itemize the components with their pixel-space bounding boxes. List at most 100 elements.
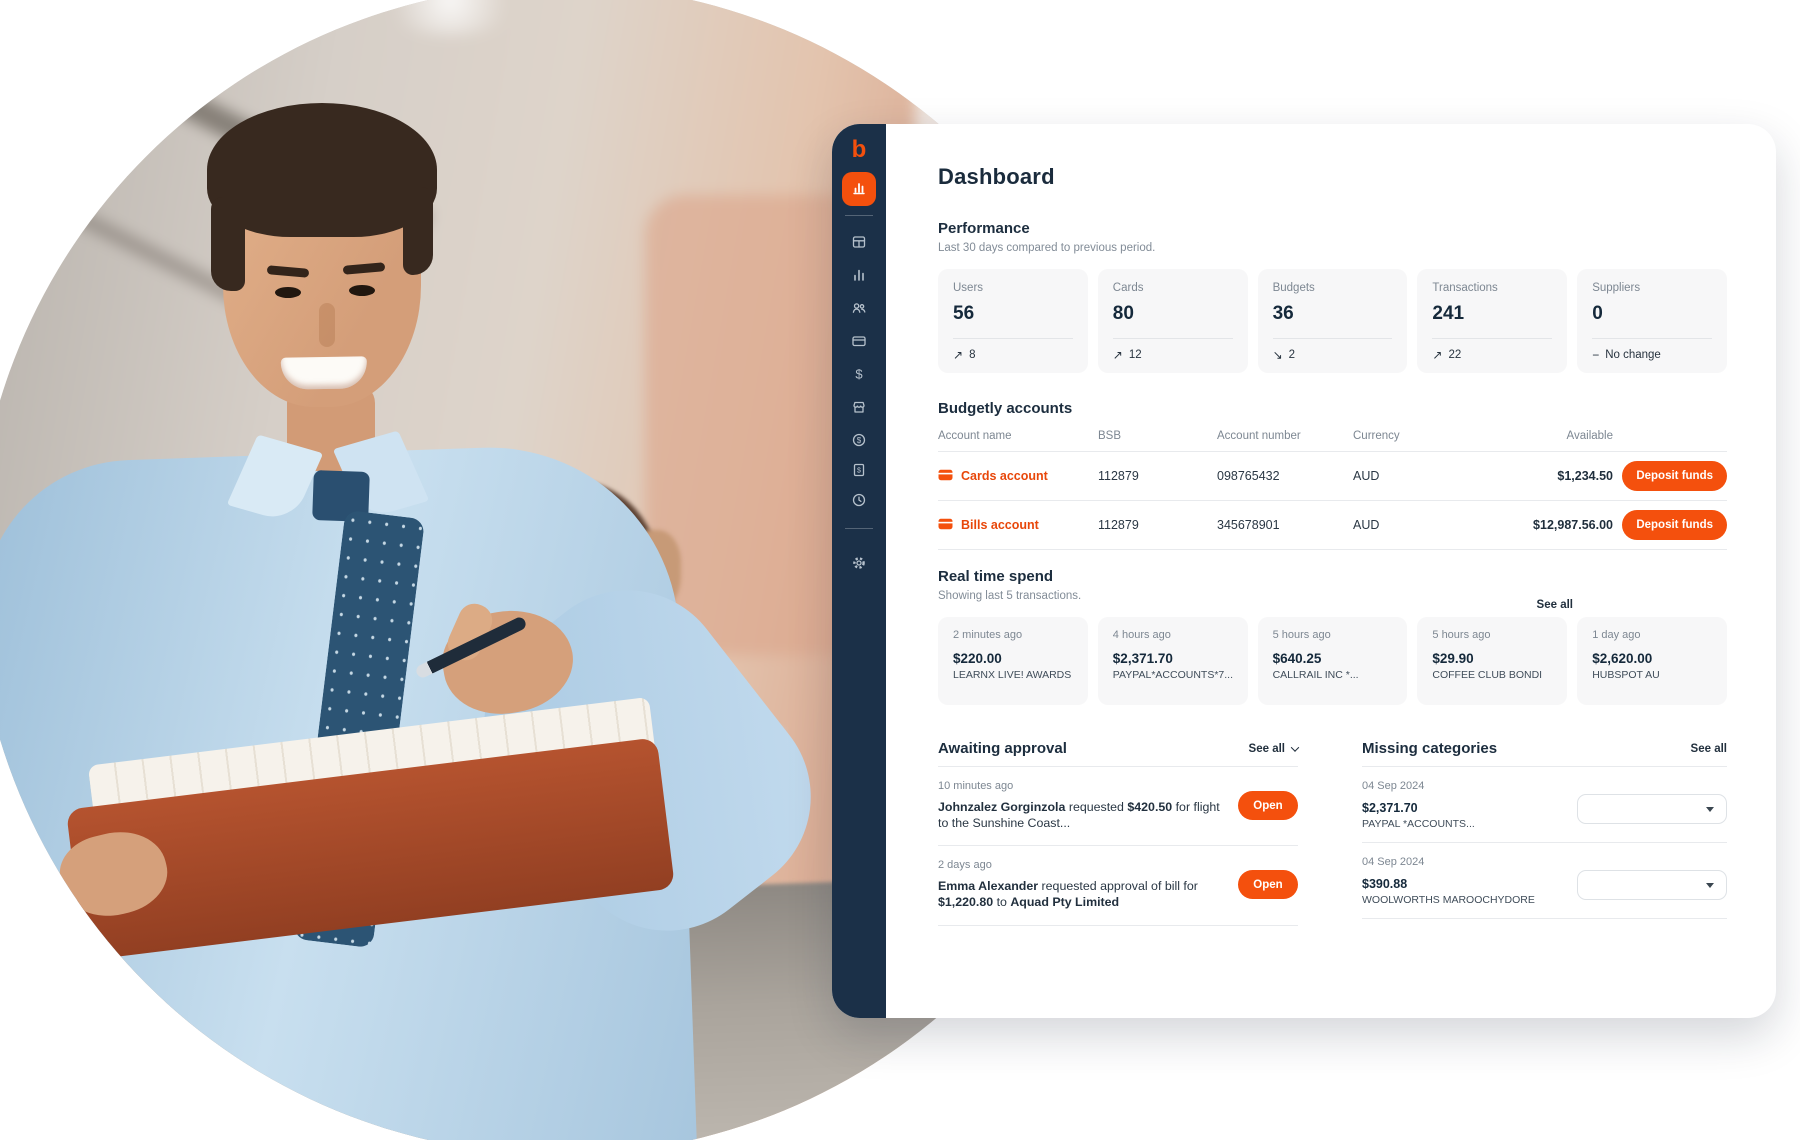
transaction-amount: $220.00 bbox=[953, 651, 1002, 666]
transaction-time: 1 day ago bbox=[1592, 629, 1641, 641]
trend-up-icon: ↗ bbox=[953, 348, 964, 362]
svg-text:$: $ bbox=[857, 436, 862, 445]
transaction-merchant: LEARNX LIVE! AWARDS bbox=[953, 669, 1072, 681]
categories-see-all-link[interactable]: See all bbox=[1690, 742, 1727, 755]
missing-categories-column: Missing categories See all 04 Sep 2024 $… bbox=[1362, 740, 1727, 926]
dollar-icon: $ bbox=[851, 366, 867, 382]
transaction-time: 4 hours ago bbox=[1112, 629, 1171, 641]
stat-value: 80 bbox=[1112, 303, 1134, 324]
transaction-merchant: COFFEE CLUB BONDI bbox=[1432, 669, 1543, 681]
stat-label: Budgets bbox=[1272, 282, 1315, 294]
bill-document-icon: $ bbox=[851, 462, 867, 478]
stat-label: Cards bbox=[1112, 282, 1144, 294]
photo-eye bbox=[349, 285, 375, 296]
sidebar-item-history[interactable] bbox=[851, 492, 867, 508]
spend-see-all-link[interactable]: See all bbox=[1536, 599, 1573, 611]
sidebar-item-team[interactable] bbox=[851, 300, 867, 316]
open-approval-button[interactable]: Open bbox=[1238, 791, 1298, 820]
approval-item: 2 days ago Emma Alexander requested appr… bbox=[938, 846, 1298, 926]
transaction-time: 2 minutes ago bbox=[953, 629, 1023, 641]
category-item: 04 Sep 2024 $2,371.70 PAYPAL *ACCOUNTS..… bbox=[1362, 767, 1727, 843]
divider bbox=[1592, 338, 1712, 339]
trend-up-icon: ↗ bbox=[1112, 348, 1123, 362]
trend-down-icon: ↘ bbox=[1272, 348, 1283, 362]
account-available: $1,234.50 bbox=[1557, 469, 1613, 483]
approvals-see-all-link[interactable]: See all bbox=[1249, 743, 1300, 755]
photo-light-bokeh bbox=[10, 85, 105, 180]
stat-card-cards: Cards 80 ↗ 12 bbox=[1097, 269, 1248, 373]
brand-logo: b bbox=[851, 136, 867, 163]
sidebar-item-analytics[interactable] bbox=[851, 267, 867, 283]
approval-time: 2 days ago bbox=[938, 859, 992, 872]
svg-text:$: $ bbox=[857, 468, 861, 475]
sidebar-item-bills[interactable]: $ bbox=[851, 462, 867, 478]
stat-label: Users bbox=[953, 282, 984, 294]
account-name-link[interactable]: Bills account bbox=[938, 518, 1098, 533]
sidebar-item-funds[interactable]: $ bbox=[851, 432, 867, 448]
sidebar-item-budgets[interactable]: $ bbox=[851, 366, 867, 382]
photo-light-bokeh bbox=[375, 0, 525, 35]
category-amount: $390.88 bbox=[1362, 877, 1408, 891]
accounts-title: Budgetly accounts bbox=[938, 400, 1073, 417]
awaiting-approval-title: Awaiting approval bbox=[938, 740, 1067, 757]
deposit-funds-button[interactable]: Deposit funds bbox=[1622, 510, 1727, 540]
approval-text-part: requested bbox=[1065, 800, 1128, 814]
divider bbox=[1432, 338, 1553, 339]
transaction-amount: $640.25 bbox=[1272, 651, 1322, 666]
approval-amount: $1,220.80 bbox=[938, 895, 994, 910]
svg-text:$: $ bbox=[855, 367, 863, 382]
account-currency: AUD bbox=[1353, 518, 1380, 532]
category-date: 04 Sep 2024 bbox=[1362, 780, 1425, 792]
approval-time: 10 minutes ago bbox=[938, 780, 1014, 792]
stat-value: 0 bbox=[1592, 303, 1603, 324]
awaiting-approval-column: Awaiting approval See all 10 minutes ago… bbox=[938, 740, 1300, 926]
stat-delta-value: No change bbox=[1605, 349, 1661, 361]
dashboard-bars-icon bbox=[851, 180, 867, 199]
bottom-section: Awaiting approval See all 10 minutes ago… bbox=[938, 740, 1727, 926]
account-bsb: 112879 bbox=[1098, 469, 1139, 483]
transaction-time: 5 hours ago bbox=[1272, 629, 1331, 641]
sidebar-item-suppliers[interactable] bbox=[851, 399, 867, 415]
account-name-link[interactable]: Cards account bbox=[938, 469, 1098, 484]
page-title: Dashboard bbox=[938, 164, 1055, 189]
performance-section: Performance Last 30 days compared to pre… bbox=[938, 220, 1727, 373]
approval-text-part: for flight to the Sunshine Coast... bbox=[938, 800, 1220, 831]
transaction-card: 4 hours ago $2,371.70 PAYPAL*ACCOUNTS*7.… bbox=[1097, 617, 1248, 705]
approval-requester: Johnzalez Gorginzola bbox=[938, 800, 1066, 814]
account-name: Cards account bbox=[961, 469, 1048, 483]
awaiting-approval-header: Awaiting approval See all bbox=[938, 740, 1300, 767]
spend-title: Real time spend bbox=[938, 568, 1054, 585]
performance-title: Performance bbox=[938, 220, 1030, 237]
trend-flat-icon: − bbox=[1592, 348, 1600, 362]
col-currency: Currency bbox=[1353, 430, 1400, 442]
settings-gear-icon bbox=[851, 555, 867, 571]
sidebar-item-overview[interactable] bbox=[851, 234, 867, 250]
overview-grid-icon bbox=[851, 234, 867, 250]
open-approval-button[interactable]: Open bbox=[1238, 870, 1298, 900]
card-icon bbox=[938, 469, 953, 484]
sidebar-item-dashboard-active[interactable] bbox=[842, 172, 876, 206]
approval-item: 10 minutes ago Johnzalez Gorginzola requ… bbox=[938, 767, 1298, 847]
approval-text-part: to bbox=[993, 895, 1011, 910]
category-select-dropdown[interactable] bbox=[1577, 870, 1727, 900]
stat-delta-value: 8 bbox=[969, 349, 976, 361]
analytics-bars-icon bbox=[851, 267, 867, 283]
missing-categories-title: Missing categories bbox=[1362, 740, 1498, 757]
accounts-section: Budgetly accounts Account name BSB Accou… bbox=[938, 400, 1727, 550]
sidebar-item-cards[interactable] bbox=[851, 333, 867, 349]
transaction-card: 1 day ago $2,620.00 HUBSPOT AU bbox=[1577, 617, 1727, 705]
credit-card-icon bbox=[851, 333, 867, 349]
category-select-dropdown[interactable] bbox=[1577, 794, 1727, 824]
sidebar-item-settings[interactable] bbox=[851, 555, 867, 571]
category-date: 04 Sep 2024 bbox=[1362, 856, 1425, 868]
stat-card-suppliers: Suppliers 0 − No change bbox=[1577, 269, 1727, 373]
category-item: 04 Sep 2024 $390.88 WOOLWORTHS MAROOCHYD… bbox=[1362, 843, 1727, 919]
stat-delta-value: 22 bbox=[1448, 349, 1462, 361]
dashboard-window: b $ bbox=[832, 124, 1776, 1018]
deposit-funds-button[interactable]: Deposit funds bbox=[1622, 461, 1727, 491]
stat-label: Suppliers bbox=[1592, 282, 1641, 294]
category-amount: $2,371.70 bbox=[1362, 801, 1418, 815]
transaction-amount: $2,371.70 bbox=[1112, 651, 1173, 666]
photo-man-hair bbox=[403, 187, 433, 275]
